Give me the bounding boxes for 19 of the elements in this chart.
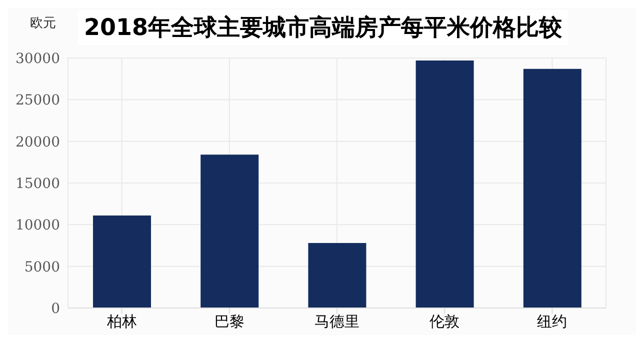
chart-title: 2018年全球主要城市高端房产每平米价格比较 [78,10,568,45]
x-tick-label: 马德里 [314,312,360,331]
y-tick-label: 5000 [24,259,60,276]
x-tick-label: 伦敦 [430,312,460,331]
y-tick-label: 0 [51,300,60,317]
bar [200,154,259,308]
y-tick-label: 20000 [15,134,60,150]
bar [523,68,582,308]
y-tick-label: 30000 [15,50,60,67]
x-tick-label: 巴黎 [214,312,244,331]
y-tick-label: 15000 [15,176,60,192]
x-tick-label: 柏林 [106,312,137,331]
y-tick-label: 25000 [15,92,60,109]
x-tick-label: 纽约 [537,312,568,331]
y-tick-label: 10000 [15,218,60,234]
y-axis-title: 欧元 [30,15,56,32]
bar [416,60,474,308]
bar [308,243,366,308]
bar [93,216,151,308]
